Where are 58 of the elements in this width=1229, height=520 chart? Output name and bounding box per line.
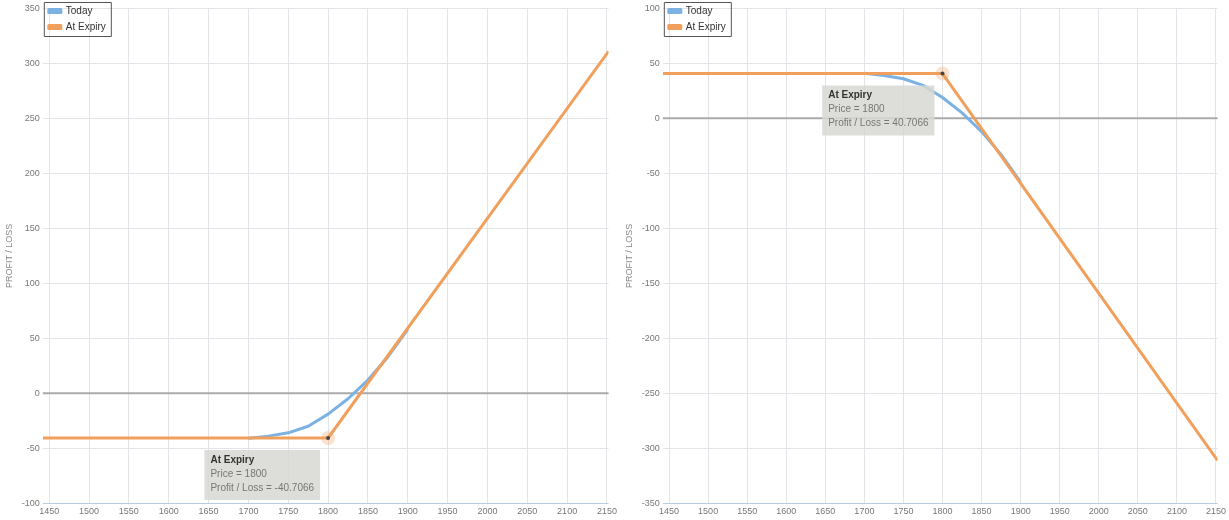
y-tick-label: 50 xyxy=(649,57,660,68)
x-tick-label: 1850 xyxy=(357,506,378,517)
y-tick-label: 100 xyxy=(644,2,660,13)
y-tick-label: 150 xyxy=(24,222,40,233)
y-axis-title: PROFIT / LOSS xyxy=(3,223,14,288)
x-tick-label: 1500 xyxy=(79,506,100,517)
legend-label: At Expiry xyxy=(685,20,726,32)
y-tick-label: -250 xyxy=(641,387,660,398)
y-tick-label: 300 xyxy=(24,57,40,68)
y-tick-label: -350 xyxy=(641,497,660,508)
x-tick-label: 1900 xyxy=(1010,506,1031,517)
x-tick-label: 1650 xyxy=(815,506,836,517)
x-tick-label: 1700 xyxy=(854,506,875,517)
x-tick-label: 2050 xyxy=(1127,506,1148,517)
y-tick-label: -300 xyxy=(641,442,660,453)
x-tick-label: 2150 xyxy=(596,506,617,517)
x-tick-label: 2100 xyxy=(1166,506,1187,517)
y-tick-label: 200 xyxy=(24,167,40,178)
x-tick-label: 1600 xyxy=(158,506,179,517)
x-tick-label: 2150 xyxy=(1205,506,1226,517)
x-tick-label: 1500 xyxy=(698,506,719,517)
y-tick-label: -200 xyxy=(641,332,660,343)
x-tick-label: 2050 xyxy=(517,506,538,517)
x-tick-label: 1950 xyxy=(437,506,458,517)
x-tick-label: 1450 xyxy=(39,506,60,517)
x-tick-label: 1800 xyxy=(932,506,953,517)
y-tick-label: 250 xyxy=(24,112,40,123)
x-tick-label: 1750 xyxy=(278,506,299,517)
legend-label: Today xyxy=(65,4,93,16)
y-tick-label: 0 xyxy=(654,112,660,123)
y-tick-label: 0 xyxy=(34,387,40,398)
x-tick-label: 1600 xyxy=(776,506,797,517)
x-tick-label: 1950 xyxy=(1049,506,1070,517)
x-tick-label: 1550 xyxy=(737,506,758,517)
x-tick-label: 1800 xyxy=(318,506,339,517)
y-tick-label: -100 xyxy=(641,222,660,233)
x-tick-label: 1900 xyxy=(397,506,418,517)
y-tick-label: -50 xyxy=(646,167,660,178)
annotation: At Expiry Price = 1800 Profit / Loss = -40.7066 xyxy=(210,453,315,493)
y-axis-title: PROFIT / LOSS xyxy=(623,223,634,288)
y-tick-label: 100 xyxy=(24,277,40,288)
y-tick-label: 50 xyxy=(29,332,40,343)
x-tick-label: 1850 xyxy=(971,506,992,517)
x-tick-label: 1450 xyxy=(659,506,680,517)
x-tick-label: 2000 xyxy=(477,506,498,517)
x-tick-label: 2100 xyxy=(557,506,578,517)
x-tick-label: 2000 xyxy=(1088,506,1109,517)
y-tick-label: -100 xyxy=(21,497,40,508)
legend-label: At Expiry xyxy=(65,20,106,32)
annotation: At Expiry Price = 1800 Profit / Loss = 40.7066 xyxy=(828,89,929,129)
x-tick-label: 1700 xyxy=(238,506,259,517)
legend-label: Today xyxy=(685,4,713,16)
y-tick-label: -50 xyxy=(26,442,40,453)
y-tick-label: -150 xyxy=(641,277,660,288)
x-tick-label: 1750 xyxy=(893,506,914,517)
x-tick-label: 1550 xyxy=(118,506,139,517)
y-tick-label: 350 xyxy=(24,2,40,13)
x-tick-label: 1650 xyxy=(198,506,219,517)
